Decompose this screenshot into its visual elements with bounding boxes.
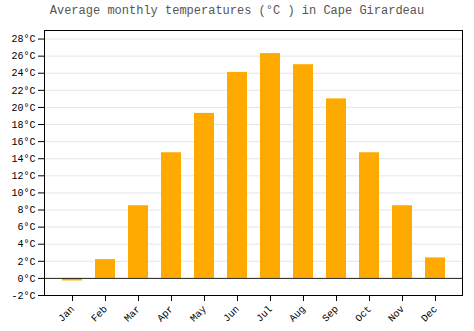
html-text:Average monthly temperatures (: Average monthly temperatures (°C ) in Ca…	[49, 4, 425, 18]
svg-text:2°C: 2°C	[17, 257, 35, 268]
svg-text:24°C: 24°C	[11, 68, 35, 79]
svg-text:Sep: Sep	[320, 304, 341, 325]
svg-text:12°C: 12°C	[11, 171, 35, 182]
svg-text:Nov: Nov	[386, 304, 407, 325]
svg-text:14°C: 14°C	[11, 154, 35, 165]
svg-text:26°C: 26°C	[11, 51, 35, 62]
svg-text:Mar: Mar	[122, 304, 143, 325]
svg-text:10°C: 10°C	[11, 188, 35, 199]
svg-text:Apr: Apr	[155, 304, 176, 325]
svg-text:22°C: 22°C	[11, 86, 35, 97]
svg-text:18°C: 18°C	[11, 120, 35, 131]
svg-text:0°C: 0°C	[17, 274, 35, 285]
svg-text:28°C: 28°C	[11, 34, 35, 45]
svg-text:8°C: 8°C	[17, 205, 35, 216]
svg-text:Feb: Feb	[89, 304, 110, 325]
svg-text:Jul: Jul	[254, 304, 275, 325]
svg-text:May: May	[188, 304, 209, 325]
svg-text:4°C: 4°C	[17, 239, 35, 250]
svg-text:16°C: 16°C	[11, 137, 35, 148]
svg-text:Jan: Jan	[56, 304, 77, 325]
svg-text:20°C: 20°C	[11, 103, 35, 114]
svg-text:Dec: Dec	[419, 304, 440, 325]
svg-text:Aug: Aug	[287, 304, 308, 325]
svg-text:-2°C: -2°C	[11, 291, 35, 302]
svg-text:Oct: Oct	[353, 304, 374, 325]
svg-text:6°C: 6°C	[17, 222, 35, 233]
svg-text:Jun: Jun	[221, 304, 242, 325]
